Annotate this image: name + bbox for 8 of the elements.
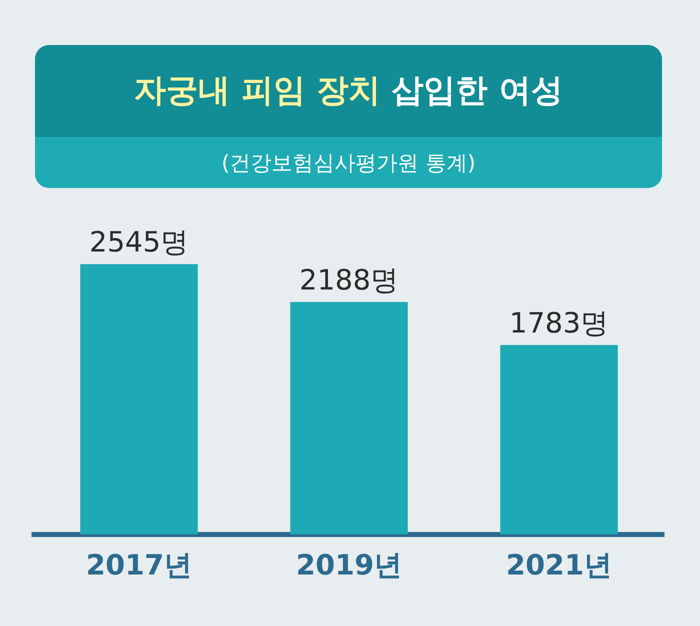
chart-subtitle: (건강보험심사평가원 통계) bbox=[221, 150, 476, 176]
x-tick-label: 2021년 bbox=[506, 548, 612, 582]
x-tick-label: 2019년 bbox=[296, 548, 402, 582]
data-label: 1783명 bbox=[509, 306, 609, 340]
chart-title: 자궁내 피임 장치 삽입한 여성 bbox=[134, 71, 563, 109]
data-label: 2188명 bbox=[299, 263, 399, 296]
data-label: 2545명 bbox=[89, 225, 189, 258]
x-tick-label: 2017년 bbox=[86, 548, 192, 582]
